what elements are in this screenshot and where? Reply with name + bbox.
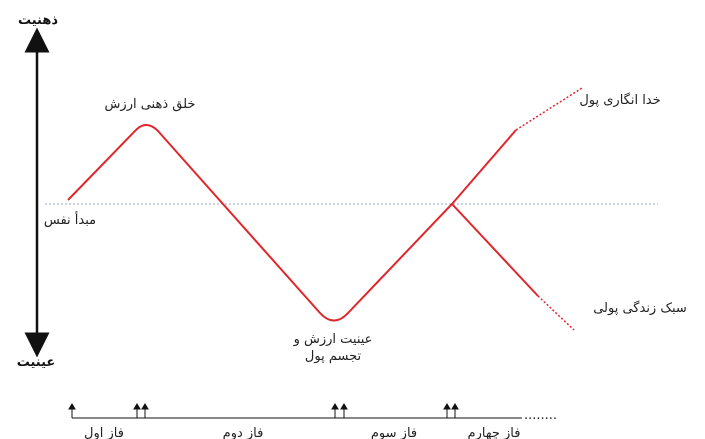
value-curve — [67, 124, 517, 322]
down-branch-line — [451, 203, 539, 297]
timeline-ticks — [68, 403, 459, 418]
up-branch-label: خدا انگاری پول — [579, 92, 660, 108]
phase-label-3: فاز سوم — [371, 426, 417, 439]
up-branch-dotted — [515, 87, 583, 131]
phase-label-1: فاز اول — [84, 426, 124, 439]
axis-bottom-label: عینیت — [17, 355, 56, 370]
phase-label-2: فاز دوم — [223, 426, 264, 439]
origin-label: مبدأ نفس — [44, 211, 96, 228]
phase-label-4: فاز چهارم — [468, 426, 521, 439]
trough-label-line1: عینیت ارزش و — [293, 332, 373, 347]
peak-label: خلق ذهنی ارزش — [105, 97, 196, 112]
axis-top-label: ذهنیت — [18, 13, 58, 28]
timeline-continuation: ........ — [524, 408, 557, 423]
down-branch-label: سبک زندگی پولی — [593, 300, 687, 316]
down-branch-dotted — [537, 295, 575, 331]
trough-label-line2: تجسم پول — [305, 349, 362, 364]
